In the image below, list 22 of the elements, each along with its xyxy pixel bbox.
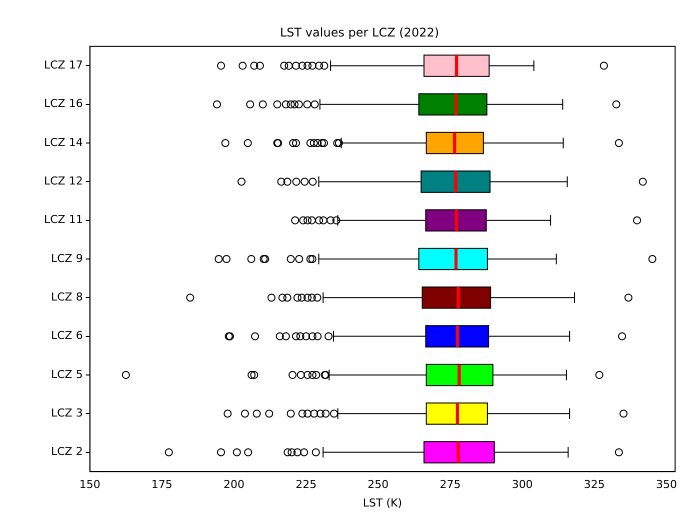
chart-title: LST values per LCZ (2022) <box>280 25 440 40</box>
x-tick-label: 300 <box>512 478 533 492</box>
x-tick-label: 200 <box>223 478 244 492</box>
x-tick-label: 250 <box>368 478 389 492</box>
x-tick-label: 225 <box>296 478 317 492</box>
y-tick-label: LCZ 17 <box>44 58 83 72</box>
x-tick-label: 350 <box>656 478 677 492</box>
x-tick-label: 325 <box>584 478 605 492</box>
y-tick-label: LCZ 8 <box>50 290 83 304</box>
y-tick-label: LCZ 9 <box>50 252 83 265</box>
y-tick-label: LCZ 16 <box>44 97 83 110</box>
x-tick-label: 175 <box>151 478 172 492</box>
y-tick-label: LCZ 12 <box>44 174 83 188</box>
y-tick-label: LCZ 5 <box>50 368 83 381</box>
x-axis-title: LST (K) <box>362 496 402 510</box>
y-tick-label: LCZ 14 <box>44 136 83 149</box>
y-tick-label: LCZ 3 <box>50 406 83 420</box>
x-tick-label: 275 <box>440 478 461 492</box>
y-tick-label: LCZ 2 <box>50 445 83 458</box>
y-tick-label: LCZ 11 <box>44 213 83 226</box>
y-tick-label: LCZ 6 <box>50 329 83 342</box>
x-tick-label: 150 <box>79 478 100 492</box>
